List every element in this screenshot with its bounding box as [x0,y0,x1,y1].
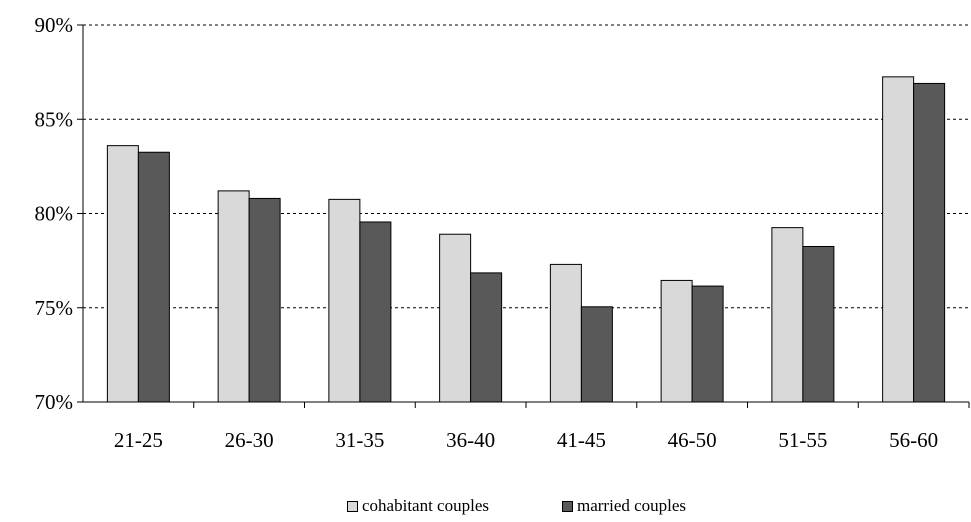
x-tick-label: 51-55 [778,428,827,452]
bar-married-46-50 [691,285,724,403]
x-tick-label: 26-30 [225,428,274,452]
bar-cohabitant-46-50 [660,279,693,403]
legend-label-cohabitant: cohabitant couples [362,496,489,515]
bar-cohabitant-31-35 [328,198,361,403]
bar-married-56-60 [913,82,946,403]
y-tick-label: 70% [35,390,74,414]
bar-married-26-30 [248,197,281,403]
bar-cohabitant-56-60 [882,76,915,403]
legend-swatch-married [562,500,573,512]
x-tick-label: 21-25 [114,428,163,452]
y-tick-label: 90% [35,13,74,37]
bar-married-21-25 [137,151,170,403]
bar-married-51-55 [802,245,835,403]
legend-item-married: married couples [562,496,686,516]
legend: cohabitant couples married couples [0,494,971,520]
x-tick-label: 36-40 [446,428,495,452]
bar-cohabitant-26-30 [217,190,250,403]
bar-married-31-35 [359,221,392,403]
bars [106,76,946,403]
legend-swatch-cohabitant [347,500,358,512]
y-tick-label: 80% [35,202,74,226]
x-tick-label: 31-35 [335,428,384,452]
y-tick-label: 75% [35,296,74,320]
y-tick-label: 85% [35,107,74,131]
x-tick-label: 46-50 [668,428,717,452]
legend-item-cohabitant: cohabitant couples [347,496,489,516]
bar-cohabitant-21-25 [106,145,139,403]
bar-cohabitant-36-40 [439,233,472,403]
x-axis-ticks: 21-25 26-30 31-35 36-40 41-45 46-50 51-55 56-60 [114,402,970,452]
bar-married-41-45 [580,306,613,403]
x-tick-label: 56-60 [889,428,938,452]
bar-cohabitant-51-55 [771,227,804,403]
bar-cohabitant-41-45 [549,263,582,403]
bar-married-36-40 [470,272,503,403]
y-axis-ticks: 70% 75% 80% 85% 90% [35,13,83,414]
x-tick-label: 41-45 [557,428,606,452]
legend-label-married: married couples [577,496,687,515]
gridlines [83,24,969,309]
